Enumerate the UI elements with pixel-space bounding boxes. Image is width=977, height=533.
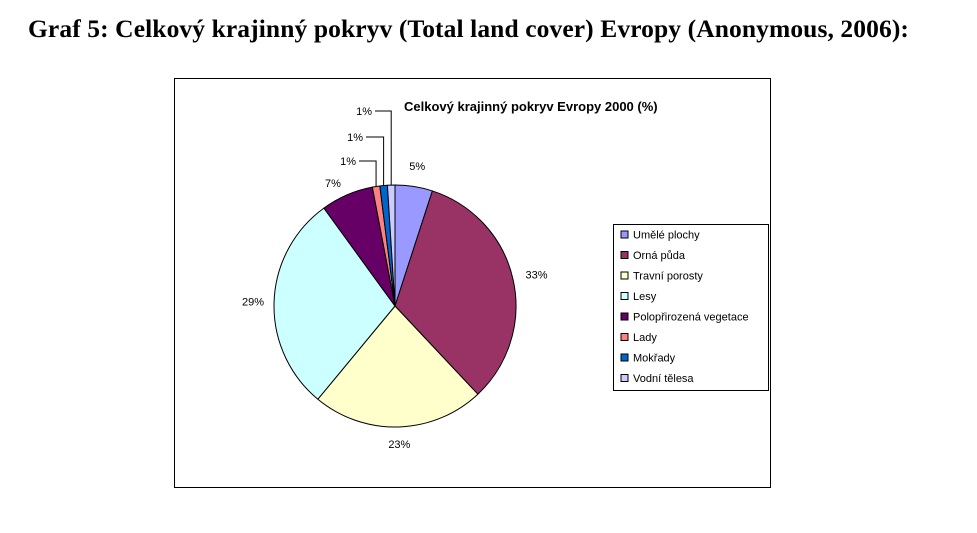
legend-label-umele-plochy: Umělé plochy: [633, 230, 700, 242]
legend-swatch-travni-porosty: [620, 271, 629, 280]
data-label-travni-porosty: 23%: [388, 439, 410, 451]
pie-slice-travni-porosty: [317, 305, 479, 428]
legend-swatch-lady: [620, 333, 629, 341]
legend-box: [613, 224, 769, 391]
leader-lines: [359, 110, 392, 187]
data-label-umele-plochy: 5%: [409, 161, 425, 173]
legend-swatch-umele-plochy: [620, 230, 629, 239]
data-label-mokrady: 1%: [347, 132, 363, 144]
data-label-lesy: 29%: [242, 297, 264, 309]
legend-label-mokrady: Mokřady: [633, 353, 676, 365]
data-label-vodni-telesa: 1%: [356, 106, 372, 118]
legend-swatch-vodni-telesa: [620, 374, 629, 382]
legend-swatch-orna-puda: [620, 251, 629, 259]
legend-swatch-lesy: [620, 292, 629, 300]
leader-line-vodni-telesa: [375, 110, 392, 186]
legend-swatch-mokrady: [620, 353, 629, 362]
page-heading: Graf 5: Celkový krajinný pokryv (Total l…: [28, 14, 910, 43]
legend-label-vodni-telesa: Vodní tělesa: [633, 373, 694, 385]
pie-slice-orna-puda: [394, 190, 517, 395]
legend-label-travni-porosty: Travní porosty: [633, 271, 703, 283]
legend-label-orna-puda: Orná půda: [633, 250, 686, 262]
legend-label-lady: Lady: [633, 332, 657, 344]
chart-title: Celkový krajinný pokryv Evropy 2000 (%): [404, 99, 658, 114]
leader-line-mokrady: [366, 136, 385, 186]
legend-label-lesy: Lesy: [633, 291, 657, 303]
legend: Umělé plochy Orná půda Travní porosty Lesy P…: [613, 224, 769, 391]
data-label-orna-puda: 33%: [525, 269, 547, 281]
data-label-lady: 1%: [340, 156, 356, 168]
legend-swatch-poloprirozena-vegetace: [620, 312, 629, 321]
pie-slices: [273, 184, 517, 428]
data-label-poloprirozena-vegetace: 7%: [325, 178, 341, 190]
data-labels: 5% 33% 23% 29% 7% 1% 1% 1%: [242, 106, 548, 451]
pie-slice-lesy: [273, 207, 396, 400]
leader-line-lady: [359, 160, 377, 187]
pie-slice-vodni-telesa: [386, 184, 396, 307]
legend-label-poloprirozena-vegetace: Polopřirozená vegetace: [633, 312, 749, 324]
